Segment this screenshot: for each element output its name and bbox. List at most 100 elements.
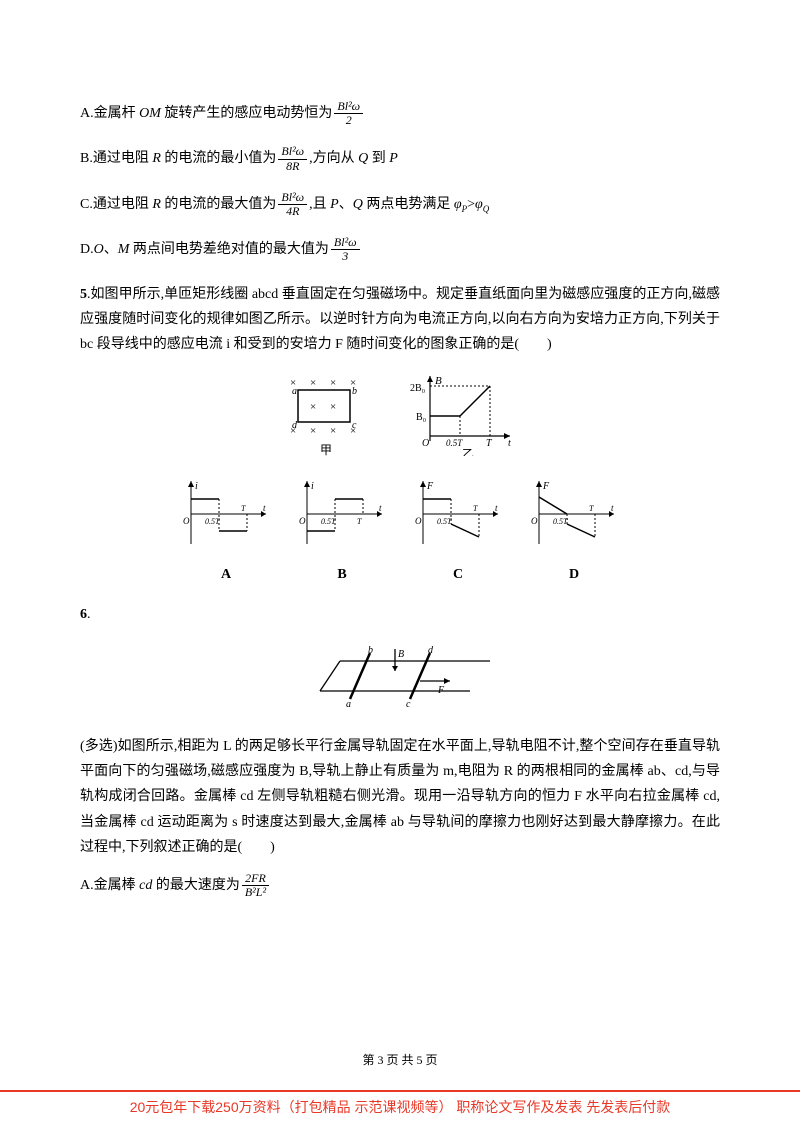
svg-text:t: t <box>495 503 498 513</box>
q5-opt-a-label: A <box>181 562 271 587</box>
svg-text:F: F <box>542 481 550 492</box>
q6a-den: B²L² <box>242 886 269 899</box>
q6-text: 如图所示,相距为 L 的两足够长平行金属导轨固定在水平面上,导轨电阻不计,整个空… <box>80 739 720 855</box>
svg-text:×: × <box>350 425 356 437</box>
option-a-t2: 旋转产生的感应电动势恒为 <box>161 106 333 121</box>
q5-opt-c: F O t 0.5T T C <box>413 479 503 587</box>
svg-text:t: t <box>379 503 382 513</box>
q6a-prefix: A. <box>80 878 94 893</box>
q6-figure: a b c d B F <box>80 641 720 720</box>
svg-text:B: B <box>398 649 404 660</box>
svg-text:0.5T: 0.5T <box>553 517 568 526</box>
option-b-t3: ,方向从 <box>309 151 358 166</box>
option-b-var2: Q <box>358 151 368 166</box>
q5-opt-c-label: C <box>413 562 503 587</box>
option-c: C.通过电阻 R 的电流的最大值为Bl²ω4R,且 P、Q 两点电势满足 φP>… <box>80 191 720 218</box>
option-d: D.O、M 两点间电势差绝对值的最大值为Bl²ω3 <box>80 236 720 263</box>
option-d-t1: 、 <box>104 242 118 257</box>
svg-text:c: c <box>406 699 411 710</box>
svg-text:a: a <box>292 386 297 397</box>
option-b-t1: 通过电阻 <box>93 151 153 166</box>
svg-text:t: t <box>611 503 614 513</box>
option-d-prefix: D. <box>80 242 94 257</box>
q6-multi: (多选) <box>80 739 118 754</box>
svg-text:2B₀: 2B₀ <box>410 383 426 394</box>
option-a-t1: 金属杆 <box>94 106 140 121</box>
option-c-phi1: φP <box>454 197 467 212</box>
svg-text:d: d <box>428 645 434 656</box>
option-b-var1: R <box>152 151 161 166</box>
option-c-t5: 两点电势满足 <box>363 197 454 212</box>
svg-text:0.5T: 0.5T <box>321 517 336 526</box>
option-c-phi2: φQ <box>475 197 489 212</box>
q6-option-a: A.金属棒 cd 的最大速度为2FRB²L² <box>80 872 720 899</box>
svg-text:b: b <box>352 386 357 397</box>
option-d-num: Bl²ω <box>331 236 360 250</box>
svg-text:×: × <box>330 377 336 389</box>
option-c-var1: R <box>152 197 161 212</box>
svg-text:F: F <box>426 481 434 492</box>
svg-text:0.5T: 0.5T <box>205 517 220 526</box>
option-b-t2: 的电流的最小值为 <box>161 151 277 166</box>
q6a-t2: 的最大速度为 <box>152 878 240 893</box>
svg-text:T: T <box>589 504 594 513</box>
option-a-var1: OM <box>139 106 161 121</box>
q5-opt-d: F O t 0.5T T D <box>529 479 619 587</box>
svg-text:T: T <box>473 504 478 513</box>
svg-text:O: O <box>299 516 306 526</box>
q6a-num: 2FR <box>242 872 269 886</box>
option-b: B.通过电阻 R 的电流的最小值为Bl²ω8R,方向从 Q 到 P <box>80 145 720 172</box>
option-d-frac: Bl²ω3 <box>331 236 360 263</box>
option-a-frac: Bl²ω2 <box>334 100 363 127</box>
option-a-prefix: A. <box>80 106 94 121</box>
svg-text:O: O <box>422 438 429 449</box>
q6a-frac: 2FRB²L² <box>242 872 269 899</box>
option-c-frac: Bl²ω4R <box>278 191 307 218</box>
q5-opt-b: i O t 0.5T T B <box>297 479 387 587</box>
q6-num-line: 6. <box>80 602 720 627</box>
svg-text:O: O <box>183 516 190 526</box>
svg-text:i: i <box>195 481 198 492</box>
option-a: A.金属杆 OM 旋转产生的感应电动势恒为Bl²ω2 <box>80 100 720 127</box>
q6a-t1: 金属棒 <box>94 878 140 893</box>
page-number: 第 3 页 共 5 页 <box>0 1050 800 1072</box>
option-c-den: 4R <box>278 205 307 218</box>
footer-line <box>0 1090 800 1092</box>
svg-text:T: T <box>357 517 362 526</box>
svg-text:t: t <box>508 438 511 449</box>
option-b-t4: 到 <box>368 151 389 166</box>
svg-text:甲: 甲 <box>320 443 332 456</box>
option-b-prefix: B. <box>80 151 93 166</box>
option-c-prefix: C. <box>80 197 93 212</box>
svg-text:B: B <box>435 375 442 387</box>
q5-figure-options: i O t 0.5T T A i O t <box>80 479 720 587</box>
option-c-t4: 、 <box>339 197 353 212</box>
q6-num: 6 <box>80 607 87 622</box>
q5-figure-top: ×××× a b d c ×× ×××× 甲 B t 2B₀ B₀ O <box>80 371 720 465</box>
option-b-frac: Bl²ω8R <box>278 145 307 172</box>
q5-opt-a: i O t 0.5T T A <box>181 479 271 587</box>
option-c-var2: P <box>330 197 339 212</box>
option-b-num: Bl²ω <box>278 145 307 159</box>
footer-text: 20元包年下载250万资料（打包精品 示范课视频等） 职称论文写作及发表 先发表… <box>0 1095 800 1120</box>
q5-opt-d-label: D <box>529 562 619 587</box>
svg-text:×: × <box>330 425 336 437</box>
svg-text:O: O <box>415 516 422 526</box>
question-6: (多选)如图所示,相距为 L 的两足够长平行金属导轨固定在水平面上,导轨电阻不计… <box>80 734 720 860</box>
svg-text:T: T <box>241 504 246 513</box>
option-a-num: Bl²ω <box>334 100 363 114</box>
svg-text:×: × <box>330 401 336 413</box>
q5-num: 5 <box>80 287 87 302</box>
option-d-var1: O <box>94 242 104 257</box>
svg-text:B₀: B₀ <box>416 412 427 423</box>
option-d-den: 3 <box>331 250 360 263</box>
q6a-var1: cd <box>139 878 152 893</box>
option-c-var3: Q <box>353 197 363 212</box>
svg-text:b: b <box>368 645 373 656</box>
svg-text:×: × <box>310 425 316 437</box>
svg-text:T: T <box>486 438 493 449</box>
option-a-den: 2 <box>334 114 363 127</box>
option-c-t1: 通过电阻 <box>93 197 153 212</box>
svg-text:×: × <box>290 425 296 437</box>
q5-diagram-jia-yi: ×××× a b d c ×× ×××× 甲 B t 2B₀ B₀ O <box>270 371 530 456</box>
